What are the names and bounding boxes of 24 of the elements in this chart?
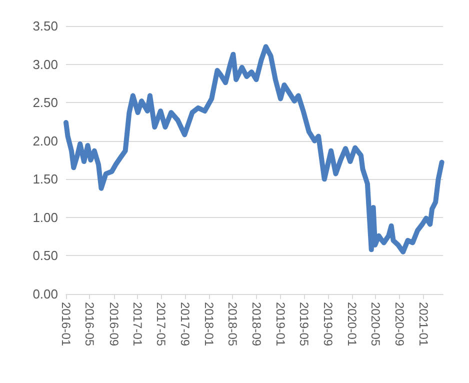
x-tick-label: 2019-09 [321, 302, 336, 346]
x-tick-label: 2016-01 [59, 302, 73, 346]
y-tick-label: 2.00 [32, 133, 58, 148]
x-tick-label: 2021-01 [416, 302, 431, 346]
x-tick-label: 2019-05 [297, 302, 312, 346]
y-tick-label: 2.50 [32, 95, 58, 110]
y-tick-label: 1.00 [32, 210, 58, 225]
x-tick-label: 2018-01 [202, 302, 216, 346]
x-tick-label: 2017-09 [178, 302, 192, 346]
y-tick-label: 0.00 [32, 286, 58, 302]
x-tick-label: 2019-01 [274, 302, 288, 346]
x-tick-label: 2017-01 [130, 302, 145, 346]
x-tick-label: 2020-09 [392, 302, 407, 346]
x-tick-label: 2018-05 [226, 302, 240, 346]
y-tick-label: 3.00 [32, 56, 58, 72]
x-tick-label: 2017-05 [154, 302, 168, 346]
x-tick-label: 2018-09 [250, 302, 264, 346]
y-tick-label: 1.50 [32, 172, 58, 187]
x-tick-label: 2020-01 [344, 302, 359, 346]
y-tick-label: 0.50 [32, 248, 58, 264]
y-tick-label: 3.50 [32, 18, 58, 34]
x-tick-label: 2016-09 [106, 302, 121, 346]
x-tick-label: 2020-05 [368, 302, 383, 346]
x-tick-label: 2016-05 [82, 302, 97, 346]
